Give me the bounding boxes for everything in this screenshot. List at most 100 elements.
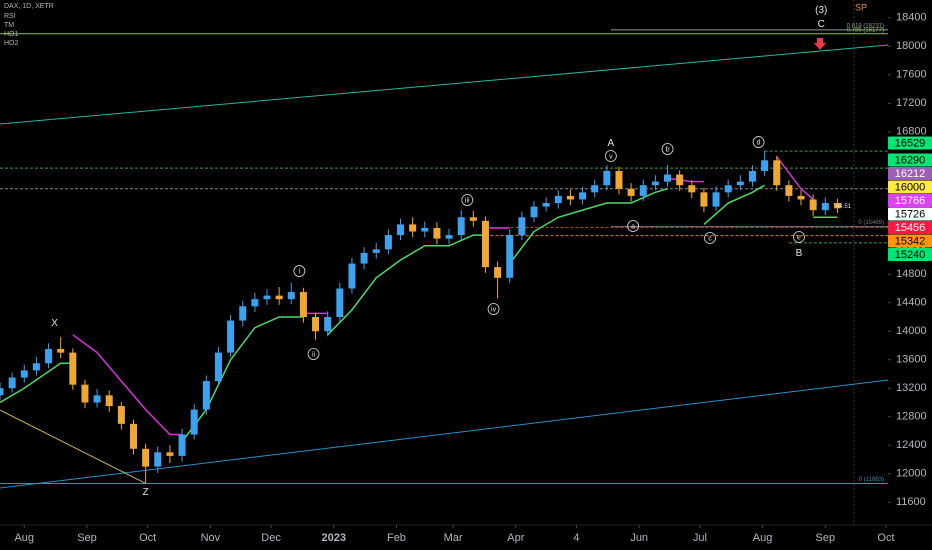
indicator-label: HO1 bbox=[4, 31, 19, 38]
candle-body bbox=[603, 170, 611, 186]
candle-body bbox=[69, 352, 77, 385]
candle-body bbox=[748, 170, 756, 182]
price-box bbox=[888, 234, 932, 248]
channel-line bbox=[0, 409, 146, 484]
candle-body bbox=[93, 395, 101, 403]
candle-body bbox=[676, 174, 684, 186]
wave-circle bbox=[704, 232, 716, 244]
x-tick-label: Jun bbox=[630, 532, 648, 544]
price-box bbox=[888, 136, 932, 150]
candle-body bbox=[287, 292, 295, 300]
candle-body bbox=[178, 434, 186, 456]
candle-body bbox=[433, 227, 441, 239]
candle-body bbox=[506, 235, 514, 278]
wave-label: ii bbox=[312, 351, 316, 358]
wave-circle bbox=[487, 303, 500, 315]
candle-body bbox=[81, 384, 89, 403]
wave-label: B bbox=[796, 248, 803, 259]
candle-body bbox=[554, 195, 562, 204]
candle-body bbox=[57, 349, 65, 353]
candle-body bbox=[275, 295, 283, 300]
candle-body bbox=[166, 452, 174, 456]
price-box-label: 16000 bbox=[895, 181, 926, 193]
candle-body bbox=[785, 185, 793, 196]
level-label: 0.786 (18177) bbox=[847, 27, 884, 33]
wave-label: b bbox=[666, 146, 670, 153]
y-tick-label: 12800 bbox=[896, 411, 927, 423]
candle-body bbox=[481, 220, 489, 268]
candle-body bbox=[530, 206, 538, 218]
trend-line bbox=[776, 156, 814, 201]
candle-body bbox=[688, 185, 696, 193]
candle-body bbox=[724, 185, 732, 193]
candle-body bbox=[809, 199, 817, 211]
y-tick-label: 12000 bbox=[896, 468, 927, 480]
x-tick-label: Dec bbox=[261, 532, 281, 544]
wave-label: iii bbox=[465, 197, 470, 204]
price-box-label: 15342 bbox=[895, 235, 926, 247]
candle-body bbox=[639, 185, 647, 196]
x-tick-label: 4 bbox=[573, 532, 579, 544]
candle-body bbox=[130, 423, 138, 449]
candle-body bbox=[797, 195, 805, 200]
x-tick-label: Aug bbox=[14, 532, 34, 544]
y-tick-label: 17200 bbox=[896, 97, 927, 109]
wave-label: a bbox=[631, 223, 635, 230]
channel-line bbox=[0, 44, 889, 125]
y-tick-label: 18400 bbox=[896, 12, 927, 24]
price-box-label: 15240 bbox=[895, 249, 926, 261]
trend-line bbox=[0, 362, 73, 404]
wave-label: 44.51 bbox=[836, 204, 852, 210]
candle-body bbox=[833, 203, 841, 209]
candle-body bbox=[409, 224, 417, 232]
price-box bbox=[888, 167, 932, 181]
price-box bbox=[888, 153, 932, 167]
wave-circle bbox=[307, 348, 320, 360]
candle-body bbox=[542, 203, 550, 207]
price-box bbox=[888, 180, 932, 194]
candle-body bbox=[712, 192, 720, 207]
candle-body bbox=[190, 409, 198, 435]
candle-body bbox=[591, 185, 599, 193]
candle-body bbox=[8, 377, 16, 389]
candle-body bbox=[239, 306, 247, 321]
x-tick-label: Mar bbox=[444, 532, 463, 544]
trend-line bbox=[667, 177, 704, 183]
price-box-label: 16212 bbox=[895, 168, 926, 180]
y-tick-label: 13200 bbox=[896, 382, 927, 394]
wave-label: C bbox=[818, 19, 825, 30]
price-box bbox=[888, 194, 932, 208]
channel-line bbox=[0, 379, 889, 489]
candle-body bbox=[154, 452, 162, 467]
y-tick-label: 14800 bbox=[896, 268, 927, 280]
candle-body bbox=[469, 217, 477, 221]
y-tick-label: 12400 bbox=[896, 439, 927, 451]
wave-circle bbox=[752, 136, 765, 148]
candle-body bbox=[263, 295, 271, 300]
candle-body bbox=[518, 217, 526, 236]
trend-line bbox=[181, 316, 304, 443]
indicator-label: TM bbox=[4, 22, 14, 29]
candle-body bbox=[651, 181, 659, 186]
indicator-label: HO2 bbox=[4, 40, 19, 47]
candle-body bbox=[45, 349, 53, 364]
candle-body bbox=[299, 292, 307, 317]
x-tick-label: Oct bbox=[139, 532, 156, 544]
wave-label: e bbox=[797, 234, 801, 241]
candle-body bbox=[736, 181, 744, 186]
x-tick-label: Aug bbox=[753, 532, 773, 544]
price-box-label: 15726 bbox=[895, 208, 926, 220]
price-box-label: 16529 bbox=[895, 137, 926, 149]
price-box bbox=[888, 207, 932, 221]
y-tick-label: 16800 bbox=[896, 126, 927, 138]
x-tick-label: Sep bbox=[816, 532, 836, 544]
price-box-label: 15456 bbox=[895, 222, 926, 234]
wave-label: v bbox=[609, 153, 613, 160]
corner-label: SP bbox=[855, 2, 867, 12]
x-tick-label: 2023 bbox=[322, 532, 346, 544]
trend-line bbox=[509, 188, 668, 265]
candle-body bbox=[142, 448, 150, 467]
price-box-label: 15766 bbox=[895, 195, 926, 207]
candle-body bbox=[821, 203, 829, 211]
